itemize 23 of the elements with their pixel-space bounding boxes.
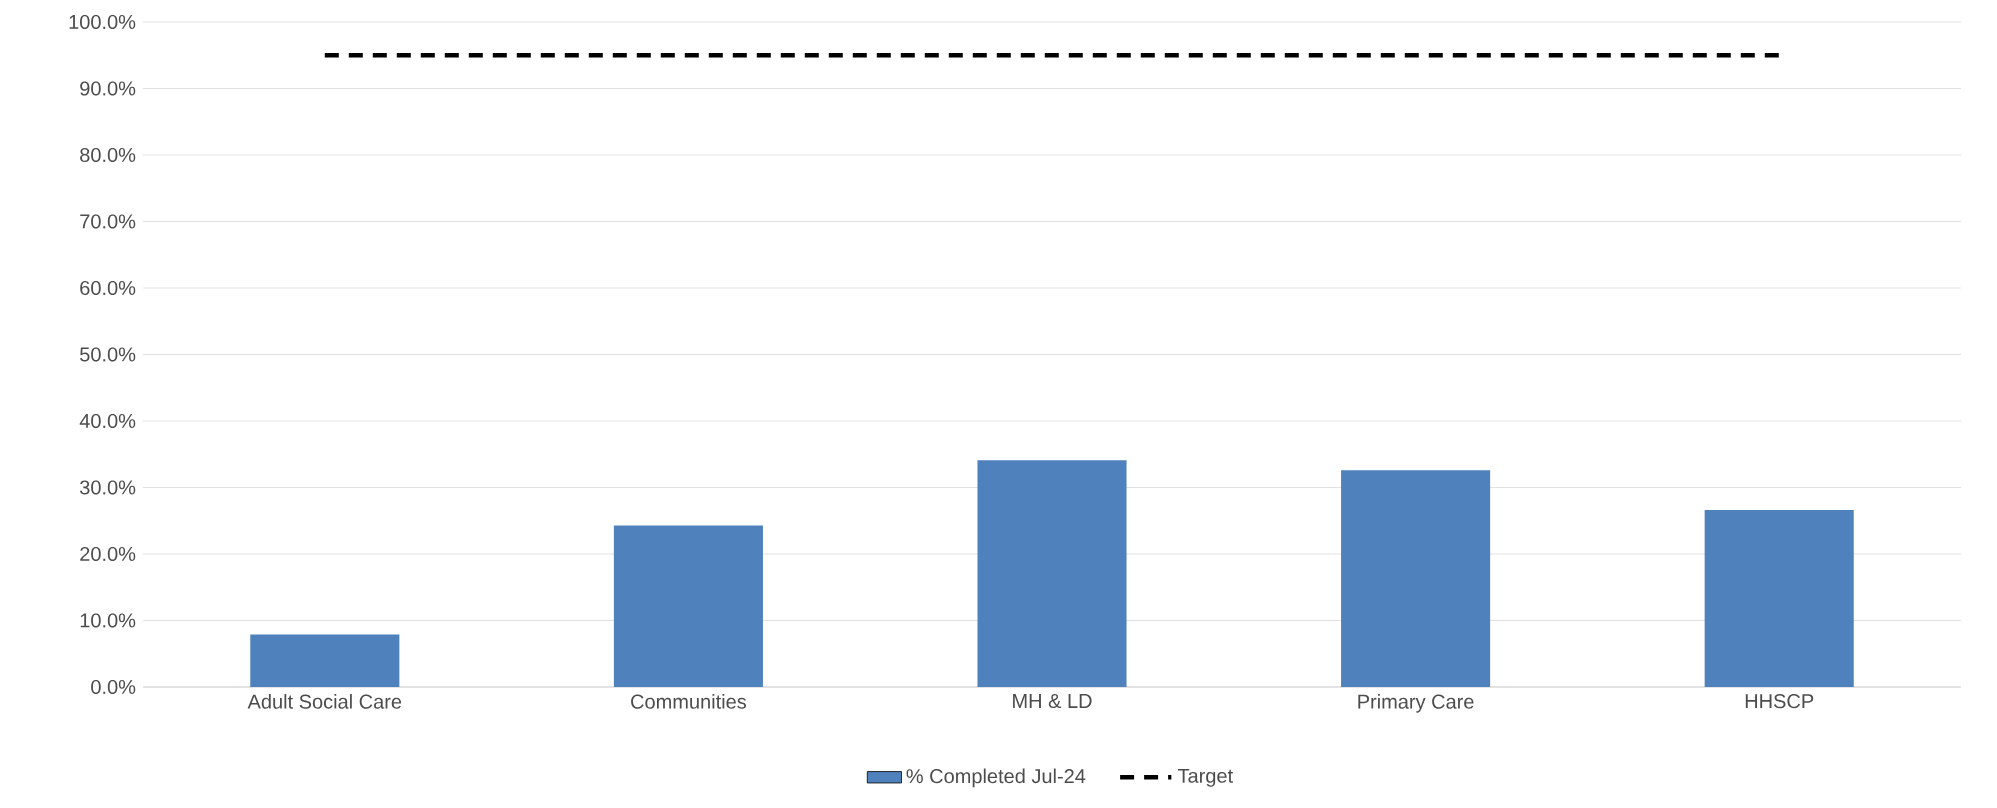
y-tick-label: 50.0% [80, 347, 136, 362]
bar [613, 525, 763, 687]
y-tick-label: 60.0% [80, 280, 136, 296]
bar [1704, 510, 1854, 687]
y-tick-label: 70.0% [80, 214, 136, 229]
y-tick-label: 100.0% [69, 14, 136, 30]
y-tick-label: 30.0% [79, 480, 136, 495]
y-tick-label: 20.0% [80, 546, 136, 562]
y-tick-label: 40.0% [79, 413, 136, 429]
y-tick-label: 80.0% [80, 147, 136, 163]
x-tick-label: Primary Care [1358, 694, 1474, 713]
x-tick-label: HHSCP [1745, 694, 1814, 709]
y-tick-label: 90.0% [80, 81, 136, 96]
y-tick-label: 0.0% [91, 679, 136, 695]
x-tick-label: Communities [631, 694, 747, 709]
bar [977, 460, 1127, 687]
y-tick-label: 10.0% [80, 613, 136, 628]
bar [1341, 470, 1491, 687]
legend-label: Target [1177, 768, 1233, 787]
legend-label: % Completed Jul-24 [906, 768, 1086, 788]
bar [250, 634, 400, 687]
x-tick-label: Adult Social Care [247, 694, 402, 709]
x-tick-label: MH & LD [1013, 694, 1092, 709]
